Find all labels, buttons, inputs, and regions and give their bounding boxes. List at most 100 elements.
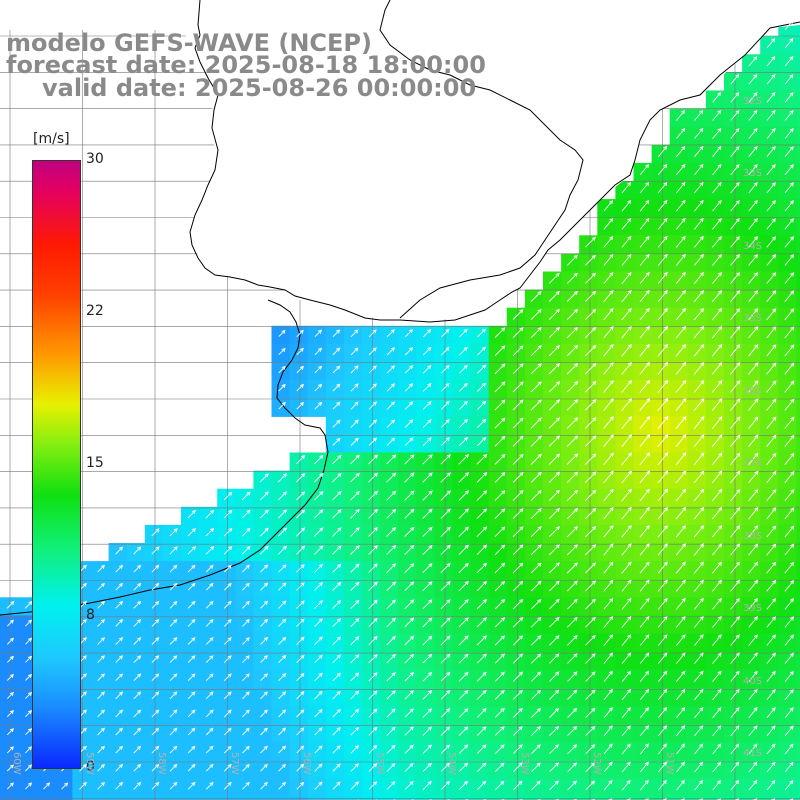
wind-speed-cell	[669, 235, 689, 254]
wind-arrow	[6, 637, 14, 645]
wind-arrow	[748, 670, 758, 682]
wind-arrow	[784, 634, 795, 646]
wind-arrow	[694, 109, 704, 121]
wind-speed-cell	[724, 651, 743, 671]
wind-arrow	[784, 128, 794, 139]
wind-speed-cell	[796, 633, 800, 653]
wind-arrow	[530, 489, 542, 501]
wind-arrow	[368, 744, 378, 754]
wind-arrow	[386, 563, 397, 574]
wind-arrow	[350, 383, 359, 392]
wind-arrow	[621, 779, 631, 791]
wind-arrow	[368, 419, 377, 428]
wind-arrow	[241, 491, 251, 501]
wind-arrow	[621, 343, 632, 357]
wind-arrow	[260, 763, 268, 772]
wind-arrow	[766, 688, 776, 700]
wind-arrow	[729, 452, 741, 466]
wind-arrow	[766, 579, 777, 592]
wind-arrow	[458, 382, 468, 392]
wind-arrow	[278, 781, 286, 790]
wind-arrow	[693, 616, 704, 628]
wind-arrow	[603, 707, 613, 719]
wind-arrow	[205, 509, 215, 519]
wind-arrow	[621, 688, 631, 701]
wind-arrow	[332, 383, 341, 392]
wind-arrow	[368, 726, 378, 736]
wind-arrow	[748, 597, 759, 610]
wind-speed-cell	[796, 561, 800, 580]
wind-arrow	[151, 600, 160, 609]
wind-arrow	[530, 598, 542, 610]
wind-arrow	[693, 561, 705, 574]
wind-arrow	[530, 544, 542, 556]
wind-arrow	[585, 689, 596, 700]
wind-speed-cell	[633, 615, 653, 635]
wind-arrow	[675, 289, 686, 303]
wind-arrow	[712, 597, 722, 610]
wind-arrow	[585, 671, 596, 682]
wind-arrow	[260, 655, 268, 663]
wind-arrow	[730, 707, 740, 719]
wind-arrow	[566, 435, 579, 447]
wind-arrow	[693, 307, 705, 321]
wind-arrow	[766, 91, 776, 103]
wind-arrow	[494, 471, 506, 483]
wind-arrow	[730, 688, 740, 700]
wind-arrow	[278, 618, 287, 627]
wind-speed-cell	[669, 181, 689, 200]
wind-arrow	[296, 582, 305, 591]
wind-arrow	[512, 635, 524, 646]
wind-arrow	[603, 380, 614, 393]
wind-arrow	[693, 361, 705, 375]
wind-arrow	[657, 706, 668, 719]
wind-arrow	[730, 543, 741, 556]
wind-speed-cell	[796, 760, 800, 779]
wind-arrow	[458, 762, 469, 772]
wind-arrow	[151, 781, 160, 790]
wind-arrow	[693, 597, 704, 610]
wind-arrow	[712, 670, 722, 682]
title-model: modelo GEFS-WAVE (NCEP)	[6, 29, 372, 57]
wind-arrow	[115, 655, 124, 663]
wind-arrow	[295, 509, 306, 519]
wind-arrow	[241, 509, 251, 519]
wind-arrow	[639, 743, 649, 755]
wind-arrow	[404, 635, 415, 646]
wind-arrow	[386, 545, 397, 555]
wind-arrow	[603, 525, 614, 538]
wind-arrow	[314, 690, 323, 700]
wind-arrow	[133, 582, 142, 591]
wind-arrow	[223, 727, 232, 736]
wind-speed-cell	[778, 615, 797, 635]
wind-arrow	[567, 671, 578, 682]
wind-arrow	[512, 453, 524, 465]
wind-arrow	[386, 653, 396, 664]
wind-arrow	[169, 709, 178, 718]
wind-arrow	[621, 181, 632, 194]
wind-arrow	[784, 254, 795, 266]
wind-arrow	[639, 253, 650, 266]
wind-arrow	[530, 653, 542, 664]
wind-arrow	[476, 708, 487, 718]
wind-arrow	[657, 597, 668, 610]
wind-arrow	[585, 707, 596, 718]
wind-arrow	[639, 725, 650, 737]
wind-speed-cell	[760, 217, 779, 236]
wind-arrow	[368, 383, 377, 392]
colorbar	[32, 160, 81, 769]
wind-arrow	[97, 582, 105, 591]
wind-arrow	[567, 653, 578, 664]
wind-arrow	[712, 109, 722, 121]
wind-arrow	[115, 781, 124, 790]
wind-arrow	[657, 199, 668, 212]
wind-arrow	[133, 763, 142, 772]
wind-arrow	[766, 561, 777, 574]
title-forecast-date: forecast date: 2025-08-18 18:00:00	[6, 51, 486, 79]
wind-arrow	[314, 563, 323, 573]
lon-label-55w: 55W	[374, 752, 385, 775]
wind-arrow	[278, 745, 287, 754]
land-mask	[0, 0, 800, 320]
lon-label-52w: 52W	[591, 752, 602, 775]
wind-arrow	[621, 543, 632, 556]
